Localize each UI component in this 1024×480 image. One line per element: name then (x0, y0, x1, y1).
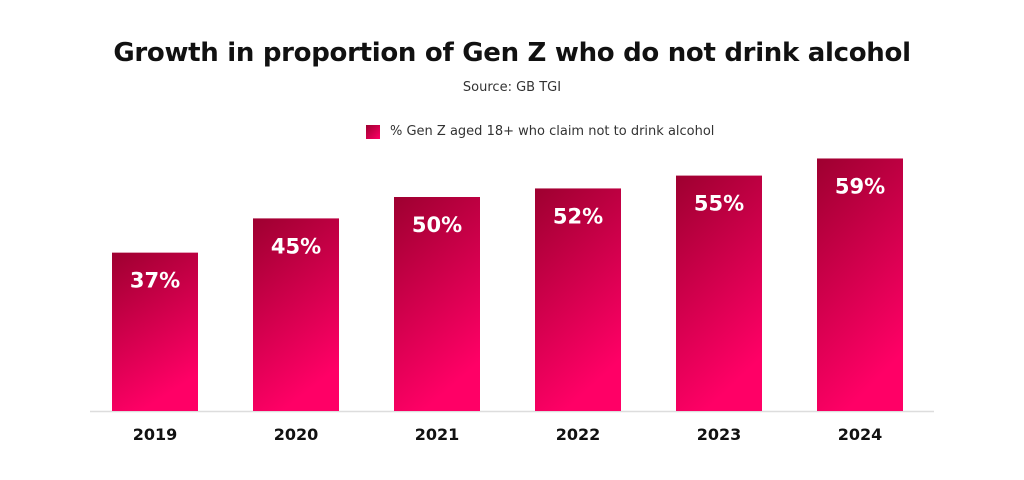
data-label-2019: 37% (130, 269, 180, 293)
chart-subtitle: Source: GB TGI (462, 80, 562, 95)
data-label-2024: 59% (835, 174, 885, 198)
x-tick-label-2019: 2019 (133, 425, 178, 444)
bar-2021 (394, 197, 480, 411)
x-tick-label-2021: 2021 (415, 425, 460, 444)
legend-swatch (366, 124, 380, 139)
x-tick-label-2023: 2023 (697, 425, 742, 444)
data-label-2020: 45% (271, 234, 321, 258)
data-label-2021: 50% (412, 213, 462, 237)
x-tick-label-2022: 2022 (556, 425, 601, 444)
bar-2023 (676, 175, 762, 411)
chart-title: Growth in proportion of Gen Z who do not… (113, 38, 911, 68)
data-label-2022: 52% (553, 204, 603, 228)
x-tick-label-2024: 2024 (838, 425, 883, 444)
bar-2019 (112, 252, 198, 411)
bar-2022 (535, 188, 621, 411)
data-label-2023: 55% (694, 192, 744, 216)
legend-label: % Gen Z aged 18+ who claim not to drink … (390, 124, 715, 139)
x-tick-label-2020: 2020 (274, 425, 319, 444)
legend: % Gen Z aged 18+ who claim not to drink … (366, 124, 714, 139)
bar-2024 (817, 158, 903, 411)
bar-2020 (253, 218, 339, 411)
